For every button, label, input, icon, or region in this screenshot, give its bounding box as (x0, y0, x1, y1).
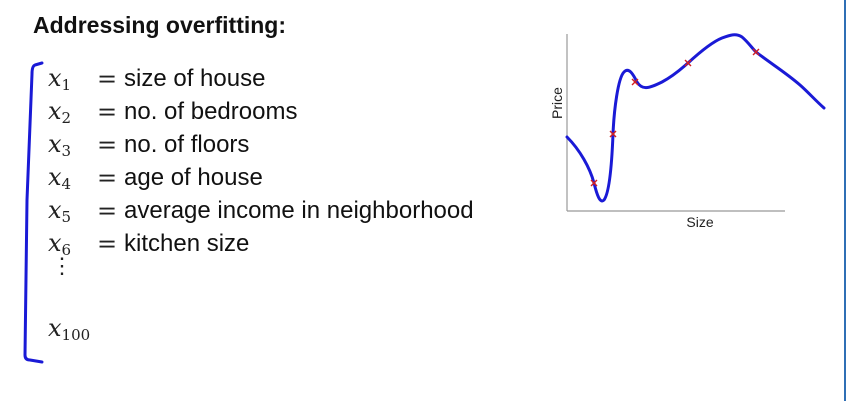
feature-description: no. of floors (124, 130, 250, 158)
feature-variable: x3 (48, 129, 72, 160)
equals-sign: = (96, 229, 118, 258)
feature-row-4: x4 = age of house (48, 161, 474, 194)
x-axis-label: Size (686, 214, 713, 230)
feature-variable: x5 (48, 195, 72, 226)
feature-row-1: x1 = size of house (48, 62, 474, 95)
feature-description: average income in neighborhood (124, 196, 474, 224)
equals-sign: = (96, 130, 118, 159)
equals-sign: = (96, 196, 118, 225)
data-point-marker (752, 48, 760, 56)
y-axis-label: Price (549, 87, 565, 119)
feature-list: x1 = size of house x2 = no. of bedrooms … (48, 62, 474, 260)
feature-variable: x4 (48, 162, 72, 193)
data-point-marker (631, 78, 639, 86)
data-point-marker (590, 179, 598, 187)
feature-variable-last: x100 (48, 314, 91, 344)
equals-sign: = (96, 163, 118, 192)
equals-sign: = (96, 97, 118, 126)
feature-row-5: x5 = average income in neighborhood (48, 194, 474, 227)
equals-sign: = (96, 64, 118, 93)
slide-title: Addressing overfitting: (33, 12, 287, 38)
feature-row-3: x3 = no. of floors (48, 128, 474, 161)
feature-description: kitchen size (124, 229, 250, 257)
feature-variable: x1 (48, 63, 72, 94)
data-point-marker (684, 59, 692, 67)
feature-variable: x6 (48, 228, 72, 259)
feature-description: size of house (124, 64, 266, 92)
feature-row-6: x6 = kitchen size (48, 227, 474, 260)
overfit-curve (565, 33, 826, 203)
bracket-annotation (23, 61, 44, 364)
feature-description: age of house (124, 163, 263, 191)
feature-description: no. of bedrooms (124, 97, 298, 125)
slide-right-border (844, 0, 846, 401)
data-point-marker (609, 130, 617, 138)
feature-row-2: x2 = no. of bedrooms (48, 95, 474, 128)
feature-variable: x2 (48, 96, 72, 127)
